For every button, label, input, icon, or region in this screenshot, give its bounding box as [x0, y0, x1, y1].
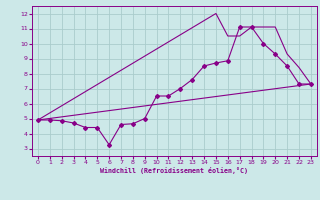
X-axis label: Windchill (Refroidissement éolien,°C): Windchill (Refroidissement éolien,°C) [100, 167, 248, 174]
